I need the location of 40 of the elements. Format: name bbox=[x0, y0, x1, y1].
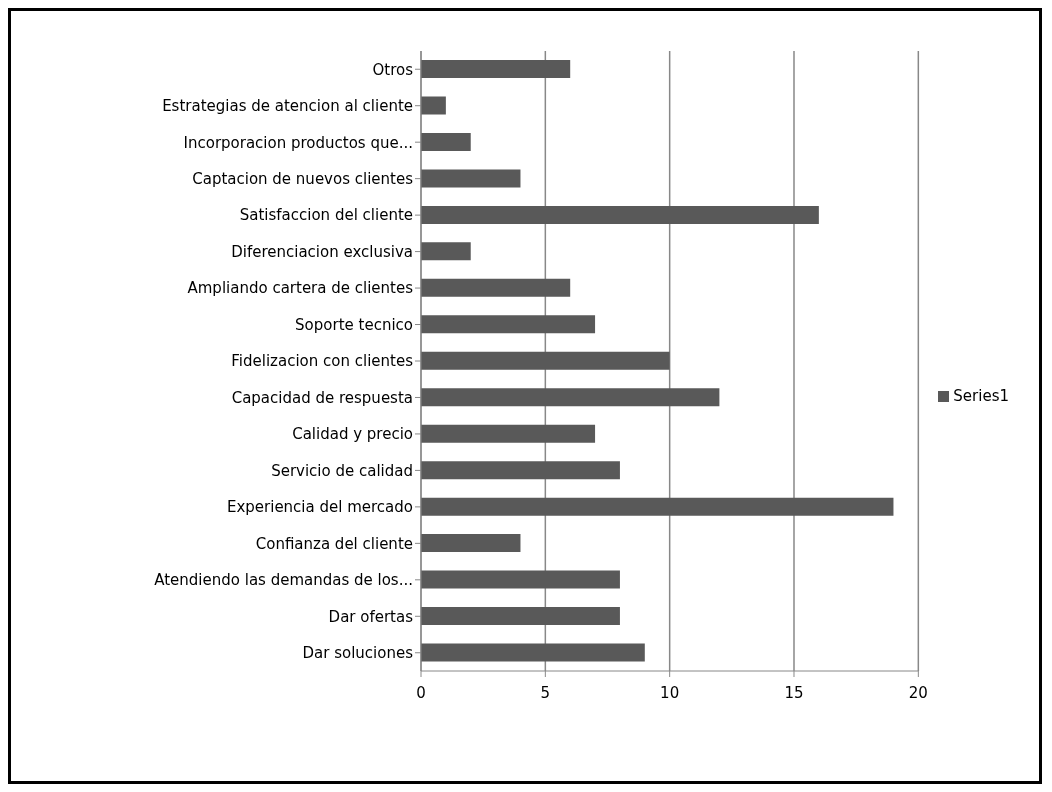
bar bbox=[421, 242, 471, 261]
x-tick-label: 15 bbox=[784, 683, 804, 702]
y-tick-label: Ampliando cartera de clientes bbox=[187, 279, 414, 298]
x-tick-label: 10 bbox=[660, 683, 680, 702]
bar bbox=[421, 132, 471, 151]
bar bbox=[421, 315, 596, 334]
bar bbox=[421, 643, 645, 662]
bar bbox=[421, 205, 819, 224]
y-tick-label: Soporte tecnico bbox=[295, 315, 413, 334]
bar bbox=[421, 169, 521, 188]
y-tick-label: Incorporacion productos que... bbox=[183, 133, 413, 152]
y-tick-label: Fidelizacion con clientes bbox=[231, 352, 414, 371]
y-tick-label: Atendiendo las demandas de los... bbox=[154, 571, 413, 590]
legend-label: Series1 bbox=[953, 387, 1009, 405]
y-tick-label: Dar ofertas bbox=[328, 607, 414, 626]
bar bbox=[421, 278, 571, 297]
bar bbox=[421, 424, 596, 443]
bar bbox=[421, 607, 620, 626]
bar bbox=[421, 96, 446, 115]
y-tick-label: Servicio de calidad bbox=[271, 461, 413, 480]
bar bbox=[421, 497, 894, 516]
x-tick-label: 20 bbox=[908, 683, 928, 702]
x-tick-label: 0 bbox=[416, 683, 426, 702]
y-tick-label: Calidad y precio bbox=[292, 425, 413, 444]
bar bbox=[421, 570, 620, 589]
y-tick-label: Estrategias de atencion al cliente bbox=[162, 97, 413, 116]
y-tick-label: Confianza del cliente bbox=[255, 534, 413, 553]
y-tick-label: Diferenciacion exclusiva bbox=[231, 242, 413, 261]
bar bbox=[421, 351, 670, 370]
y-tick-label: Experiencia del mercado bbox=[226, 498, 413, 517]
x-tick-label: 5 bbox=[540, 683, 551, 702]
y-tick-label: Otros bbox=[372, 60, 414, 79]
y-tick-label: Satisfaccion del cliente bbox=[239, 206, 413, 225]
bar bbox=[421, 461, 620, 480]
y-tick-label: Dar soluciones bbox=[302, 644, 414, 663]
bar bbox=[421, 388, 720, 407]
bar bbox=[421, 534, 521, 553]
y-tick-label: Captacion de nuevos clientes bbox=[192, 169, 414, 188]
y-tick-label: Capacidad de respuesta bbox=[231, 388, 413, 407]
bar bbox=[421, 60, 571, 78]
